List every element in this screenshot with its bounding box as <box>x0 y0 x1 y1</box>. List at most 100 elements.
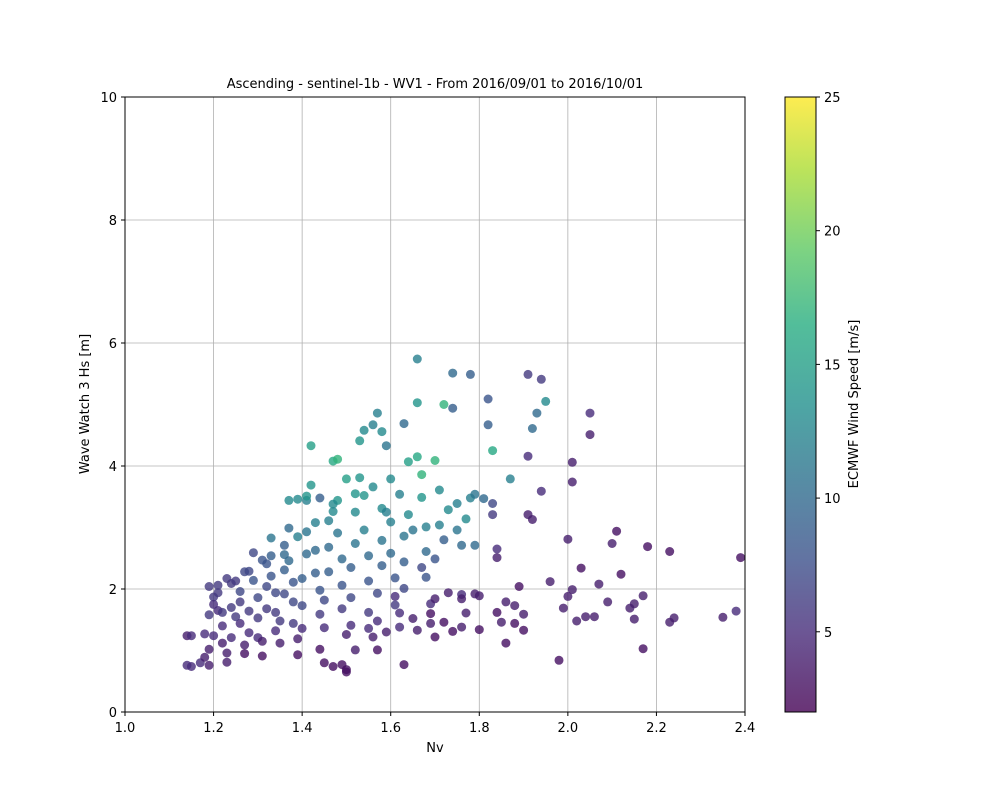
data-point <box>563 534 573 544</box>
data-point <box>364 607 374 617</box>
data-point <box>536 374 546 384</box>
data-point <box>271 607 281 617</box>
data-point <box>350 489 360 499</box>
data-point <box>293 494 303 504</box>
data-point <box>492 553 502 563</box>
data-point <box>510 618 520 628</box>
data-point <box>262 604 272 614</box>
data-point <box>567 585 577 595</box>
y-axis-ticks: 0 2 4 6 8 10 <box>100 91 125 721</box>
data-point <box>554 655 564 665</box>
data-point <box>434 520 444 530</box>
x-tick-label: 1.2 <box>203 721 224 736</box>
data-point <box>589 612 599 622</box>
data-point <box>377 427 387 437</box>
data-point <box>532 408 542 418</box>
data-point <box>412 354 422 364</box>
data-point <box>430 632 440 642</box>
data-point <box>474 625 484 635</box>
data-point <box>248 548 258 558</box>
data-point <box>381 441 391 451</box>
data-point <box>262 582 272 591</box>
data-point <box>448 403 458 413</box>
data-point <box>381 507 391 517</box>
data-point <box>279 540 289 550</box>
data-point <box>235 597 245 607</box>
data-point <box>368 482 378 492</box>
data-point <box>257 636 267 646</box>
data-point <box>337 580 347 590</box>
data-point <box>403 510 413 520</box>
data-point <box>222 574 232 583</box>
data-point <box>217 607 227 617</box>
y-tick-label: 8 <box>109 214 117 229</box>
data-point <box>293 634 303 644</box>
data-point <box>200 629 210 639</box>
data-point <box>368 420 378 430</box>
data-point <box>581 612 591 622</box>
data-point <box>297 601 307 611</box>
data-point <box>483 420 493 430</box>
data-point <box>346 620 356 630</box>
data-point <box>439 400 449 409</box>
data-point <box>204 660 214 670</box>
data-point <box>350 507 360 517</box>
data-point <box>514 582 524 591</box>
data-point <box>222 657 232 667</box>
data-point <box>315 585 325 595</box>
data-point <box>372 588 382 598</box>
data-point <box>541 396 551 406</box>
data-point <box>439 617 449 627</box>
data-point <box>337 554 347 564</box>
data-point <box>315 493 325 503</box>
data-point <box>204 610 214 620</box>
data-point <box>412 452 422 462</box>
data-point <box>217 621 227 631</box>
data-point <box>430 594 440 604</box>
data-point <box>297 574 307 583</box>
data-point <box>372 645 382 655</box>
data-point <box>288 618 298 628</box>
data-point <box>585 430 595 440</box>
data-point <box>399 557 409 567</box>
data-point <box>337 604 347 614</box>
data-point <box>434 485 444 495</box>
colorbar-ticks: 5 10 15 20 25 <box>816 91 841 641</box>
data-point <box>284 523 294 533</box>
data-point <box>386 517 396 527</box>
data-point <box>240 567 250 577</box>
x-tick-label: 1.8 <box>469 721 490 736</box>
data-point <box>271 588 281 598</box>
data-point <box>412 625 422 635</box>
data-point <box>231 612 241 622</box>
data-point <box>567 457 577 467</box>
colorbar-tick-label: 5 <box>824 626 832 641</box>
data-point <box>399 531 409 541</box>
y-tick-label: 6 <box>109 337 117 352</box>
data-point <box>386 474 396 484</box>
data-point <box>386 548 396 558</box>
x-tick-label: 2.4 <box>735 721 756 736</box>
data-point <box>306 441 316 451</box>
data-point <box>430 554 440 564</box>
data-point <box>266 533 276 543</box>
data-point <box>271 626 281 636</box>
data-point <box>421 522 431 532</box>
data-point <box>306 480 316 490</box>
data-point <box>501 597 511 607</box>
data-point <box>355 436 365 446</box>
data-point <box>315 644 325 654</box>
data-point <box>319 658 329 668</box>
x-axis-ticks: 1.0 1.2 1.4 1.6 1.8 2.0 2.2 2.4 <box>115 712 756 736</box>
data-point <box>341 474 351 484</box>
data-point <box>244 606 254 616</box>
data-points <box>182 354 745 677</box>
data-point <box>377 561 387 571</box>
x-tick-label: 2.0 <box>558 721 579 736</box>
data-point <box>443 588 453 598</box>
data-point <box>364 551 374 561</box>
data-point <box>319 595 329 605</box>
data-point <box>412 398 422 408</box>
y-tick-label: 2 <box>109 583 117 598</box>
data-point <box>457 540 467 550</box>
